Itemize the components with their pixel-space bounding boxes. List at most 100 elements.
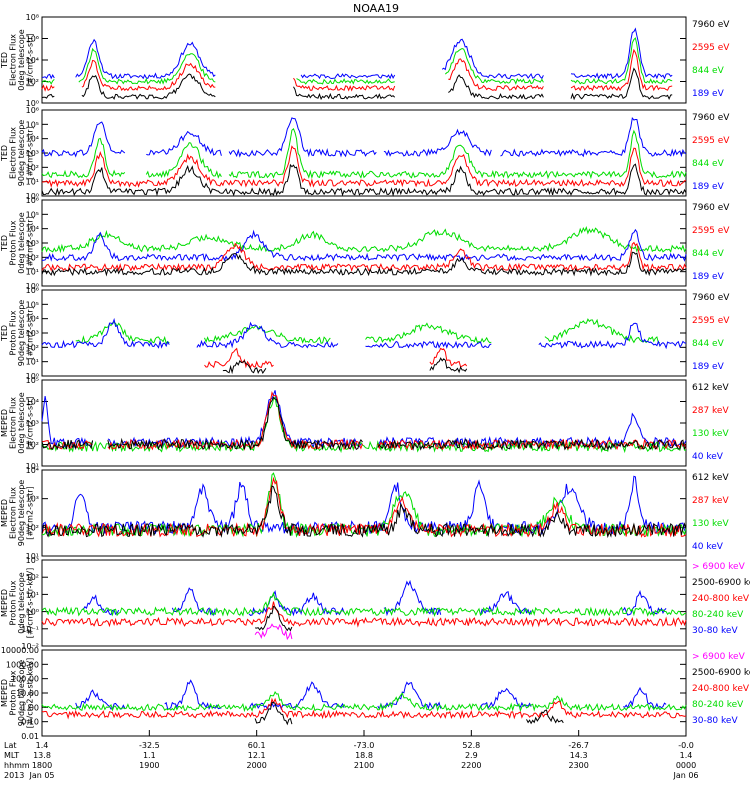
y-axis-label-line: 90deg telescope <box>17 300 26 367</box>
y-axis-label-line: Electron Flux <box>9 487 18 539</box>
legend-entry: 7960 eV <box>692 113 730 123</box>
legend-entry: 80-240 keV <box>692 610 744 620</box>
legend-entry: 7960 eV <box>692 203 730 213</box>
legend-entry: 7960 eV <box>692 20 730 30</box>
y-axis-label-line: [#/cm2-s-str] <box>26 486 35 539</box>
panel-frame <box>41 649 687 737</box>
y-axis-label-line: 0deg telescope <box>17 392 26 453</box>
x-tick-label: Jan 06 <box>672 771 698 780</box>
panel-frame <box>41 379 687 467</box>
legend-entry: 189 eV <box>692 89 725 99</box>
y-axis-label-line: TED <box>0 52 9 69</box>
x-tick-label: -0.0 <box>678 741 694 750</box>
legend-entry: 612 keV <box>692 383 729 393</box>
series-line <box>41 145 686 188</box>
y-tick-label: 10⁵ <box>26 210 39 219</box>
series-line <box>41 396 687 451</box>
legend-entry: > 6900 keV <box>692 652 746 662</box>
x-tick-label: -32.5 <box>139 741 160 750</box>
y-tick-label: 10⁶ <box>26 35 39 44</box>
y-axis-label: MEPEDProton Flux90deg telescope[#/cm2-s-… <box>0 658 35 729</box>
y-tick-label: 10³ <box>26 419 39 428</box>
legend-entry: 2595 eV <box>692 136 730 146</box>
y-tick-label: 10⁴ <box>26 135 39 144</box>
panel-frame <box>41 559 687 647</box>
x-tick-label: 13.8 <box>33 751 51 760</box>
y-axis-label-line: TED <box>0 235 9 252</box>
x-row-label: MLT <box>4 751 19 760</box>
y-tick-label: 10² <box>26 78 39 87</box>
legend-entry: 287 keV <box>692 406 729 416</box>
y-axis-label-line: [#/cm2-s-str-keV] <box>26 568 35 639</box>
x-tick-label: 52.8 <box>462 741 480 750</box>
y-tick-label: 10.00 <box>16 689 39 698</box>
y-tick-label: 10³ <box>26 149 39 158</box>
series-line <box>41 163 687 197</box>
y-axis-label-line: 0deg telescope <box>17 572 26 633</box>
x-tick-label: 2300 <box>568 761 588 770</box>
panel-ted-e-0: 10⁰ 10² 10⁴ 10⁶ 10⁸ TEDElectron Flux0deg tele… <box>0 13 730 108</box>
x-tick-label: Jan 05 <box>28 771 54 780</box>
y-tick-label: 0.10 <box>21 718 39 727</box>
y-tick-label: 10⁻² <box>21 642 39 651</box>
y-tick-label: 10¹ <box>26 268 39 277</box>
series-line <box>41 48 673 92</box>
y-axis-label: TEDElectron Flux0deg telescope[#/cm2-s-s… <box>0 29 35 90</box>
x-tick-label: 1.4 <box>36 741 49 750</box>
series-line <box>254 623 293 641</box>
legend-entry: 2595 eV <box>692 43 730 53</box>
y-tick-label: 10² <box>26 163 39 172</box>
series-line <box>204 347 468 369</box>
legend-entry: 30-80 keV <box>692 716 738 726</box>
legend-entry: 189 eV <box>692 272 725 282</box>
y-axis-label-line: Proton Flux <box>9 310 18 355</box>
series-line <box>41 37 673 85</box>
y-axis-label-line: Proton Flux <box>9 220 18 265</box>
x-tick-label: 1900 <box>139 761 159 770</box>
y-tick-label: 10⁶ <box>26 196 39 205</box>
x-tick-label: 14.3 <box>570 751 588 760</box>
series-line <box>41 485 687 539</box>
x-tick-label: -73.0 <box>354 741 375 750</box>
y-axis-label-line: TED <box>0 145 9 162</box>
y-axis-label-line: Proton Flux <box>9 580 18 625</box>
panel-frame <box>41 199 687 287</box>
legend-entry: 7960 eV <box>692 293 730 303</box>
y-tick-label: 10³ <box>26 239 39 248</box>
x-tick-label: 1800 <box>32 761 52 770</box>
series-line <box>41 690 687 713</box>
legend-entry: 2595 eV <box>692 226 730 236</box>
panel-ted-p-0: 10⁰ 10¹ 10² 10³ 10⁴ 10⁵ 10⁶ TEDProton Flux0deg … <box>0 196 730 291</box>
series-line <box>41 226 687 254</box>
y-tick-label: 10⁵ <box>26 300 39 309</box>
y-tick-label: 10⁻¹ <box>21 625 39 634</box>
legend-entry: 30-80 keV <box>692 626 738 636</box>
y-tick-label: 10⁴ <box>26 225 39 234</box>
x-tick-label: 2200 <box>461 761 481 770</box>
legend-entry: 40 keV <box>692 452 724 462</box>
x-tick-label: 60.1 <box>248 741 266 750</box>
panel-frame <box>41 469 687 557</box>
y-tick-label: 10² <box>26 343 39 352</box>
y-axis-label-line: MEPED <box>0 409 9 437</box>
y-tick-label: 10³ <box>26 495 39 504</box>
y-axis-label-line: 0deg telescope <box>17 29 26 90</box>
y-tick-label: 10⁴ <box>26 315 39 324</box>
legend-entry: 130 keV <box>692 519 729 529</box>
y-tick-label: 10² <box>26 441 39 450</box>
y-axis-label-line: TED <box>0 325 9 342</box>
y-axis-label-line: [#/cm2-s-str] <box>26 216 35 269</box>
y-axis-label-line: Electron Flux <box>9 127 18 179</box>
y-tick-label: 10⁰ <box>26 192 39 201</box>
y-axis-label-line: MEPED <box>0 499 9 527</box>
series-line <box>41 27 673 80</box>
x-row-label: 2013 <box>4 771 24 780</box>
legend-entry: 844 eV <box>692 249 725 259</box>
y-axis-label-line: 0deg telescope <box>17 212 26 273</box>
legend-entry: > 6900 keV <box>692 562 746 572</box>
panel-meped-e-0: 10¹ 10² 10³ 10⁴ 10⁵ MEPEDElectron Flux0deg te… <box>0 376 729 471</box>
series-line <box>41 228 687 262</box>
y-axis-label-line: [#/cm2-s-str-keV] <box>26 658 35 729</box>
x-tick-label: 1.4 <box>680 751 693 760</box>
